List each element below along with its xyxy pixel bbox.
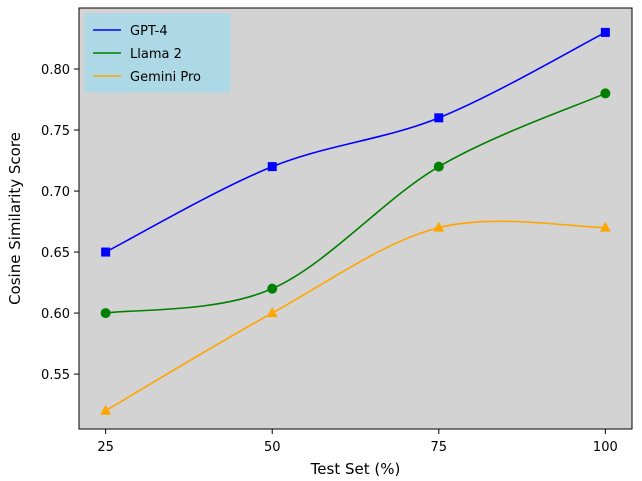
y-tick-label: 0.55 — [41, 368, 70, 383]
data-point-gemini-pro — [100, 404, 112, 415]
data-point-llama-2 — [100, 308, 111, 319]
y-tick-label: 0.60 — [41, 307, 70, 322]
y-tick-label: 0.65 — [41, 246, 70, 261]
x-tick-label: 25 — [97, 440, 114, 455]
series-line-gpt-4 — [105, 31, 606, 253]
series-llama-2 — [100, 88, 611, 319]
y-tick-label: 0.80 — [41, 63, 70, 78]
series-line-gemini-pro — [105, 220, 606, 412]
data-point-llama-2 — [433, 161, 444, 172]
series-line-llama-2 — [105, 92, 606, 314]
data-point-llama-2 — [600, 88, 611, 99]
x-axis-label: Test Set (%) — [310, 460, 401, 478]
legend-label-llama-2: Llama 2 — [130, 47, 182, 62]
legend-box — [84, 13, 231, 93]
data-point-gemini-pro — [266, 307, 278, 318]
data-point-llama-2 — [267, 283, 278, 294]
y-axis-label: Cosine Similarity Score — [6, 132, 24, 305]
legend: GPT-4 Llama 2 Gemini Pro — [84, 13, 231, 93]
series-gpt-4 — [101, 27, 610, 257]
y-tick-label: 0.70 — [41, 185, 70, 200]
x-tick-label: 75 — [431, 440, 448, 455]
legend-label-gemini-pro: Gemini Pro — [130, 70, 201, 85]
data-point-gpt-4 — [600, 27, 610, 37]
x-tick-label: 50 — [264, 440, 281, 455]
data-point-gpt-4 — [101, 247, 111, 257]
x-tick-label: 100 — [593, 440, 618, 455]
data-point-gpt-4 — [434, 113, 444, 123]
plot-frame — [78, 7, 633, 430]
data-point-gpt-4 — [267, 162, 277, 172]
y-tick-label: 0.75 — [41, 124, 70, 139]
series-gemini-pro — [100, 220, 611, 415]
data-point-gemini-pro — [599, 221, 611, 232]
y-axis: 0.55 0.60 0.65 0.70 0.75 0.80 — [41, 63, 79, 383]
legend-label-gpt-4: GPT-4 — [130, 24, 168, 39]
series-layer — [100, 27, 611, 415]
data-point-gemini-pro — [433, 221, 445, 232]
x-axis: 25 50 75 100 — [97, 429, 618, 455]
